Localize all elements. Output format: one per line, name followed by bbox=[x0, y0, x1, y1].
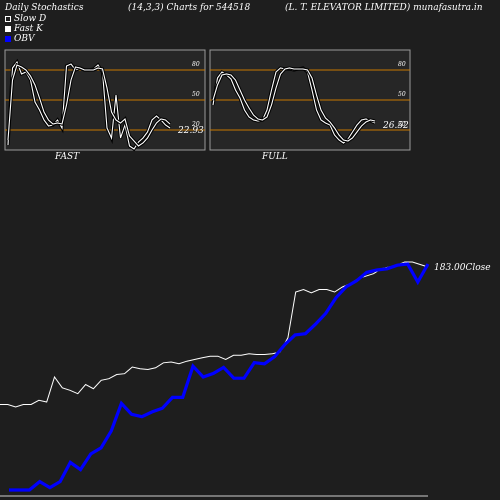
last-value-label-full: 26.52 bbox=[382, 121, 409, 131]
indicator-title: Daily Stochastics bbox=[5, 3, 84, 13]
level-label-fast-80: 80 bbox=[192, 61, 200, 68]
panel-label-fast: FAST bbox=[55, 152, 80, 162]
level-label-full-80: 80 bbox=[398, 61, 406, 68]
slow-d-swatch bbox=[5, 16, 11, 22]
chart-params: (14,3,3) Charts for 544518 bbox=[128, 3, 251, 13]
close-line bbox=[0, 261, 429, 408]
company-title: (L. T. ELEVATOR LIMITED) munafasutra.in bbox=[285, 3, 483, 13]
last-value-label-fast: 22.93 bbox=[177, 126, 204, 136]
panel-label-full: FULL bbox=[262, 152, 288, 162]
fast-k-label: Fast K bbox=[14, 24, 43, 34]
obv-line bbox=[9, 262, 430, 492]
obv-swatch bbox=[5, 36, 11, 42]
series-line-fast-1 bbox=[7, 64, 171, 147]
obv-label: OBV bbox=[14, 34, 35, 44]
level-label-full-20: 20 bbox=[397, 121, 406, 128]
fast-k-swatch bbox=[5, 26, 11, 32]
level-label-fast-50: 50 bbox=[192, 91, 200, 98]
level-label-full-50: 50 bbox=[398, 91, 406, 98]
slow-d-label: Slow D bbox=[14, 14, 47, 24]
legend-obv: OBV bbox=[5, 34, 35, 44]
close-label: 183.00Close bbox=[434, 263, 491, 273]
legend-slow-d: Slow D bbox=[5, 14, 46, 24]
level-label-fast-20: 20 bbox=[191, 121, 200, 128]
series-line-full-1 bbox=[212, 67, 376, 142]
legend-fast-k: Fast K bbox=[5, 24, 43, 34]
